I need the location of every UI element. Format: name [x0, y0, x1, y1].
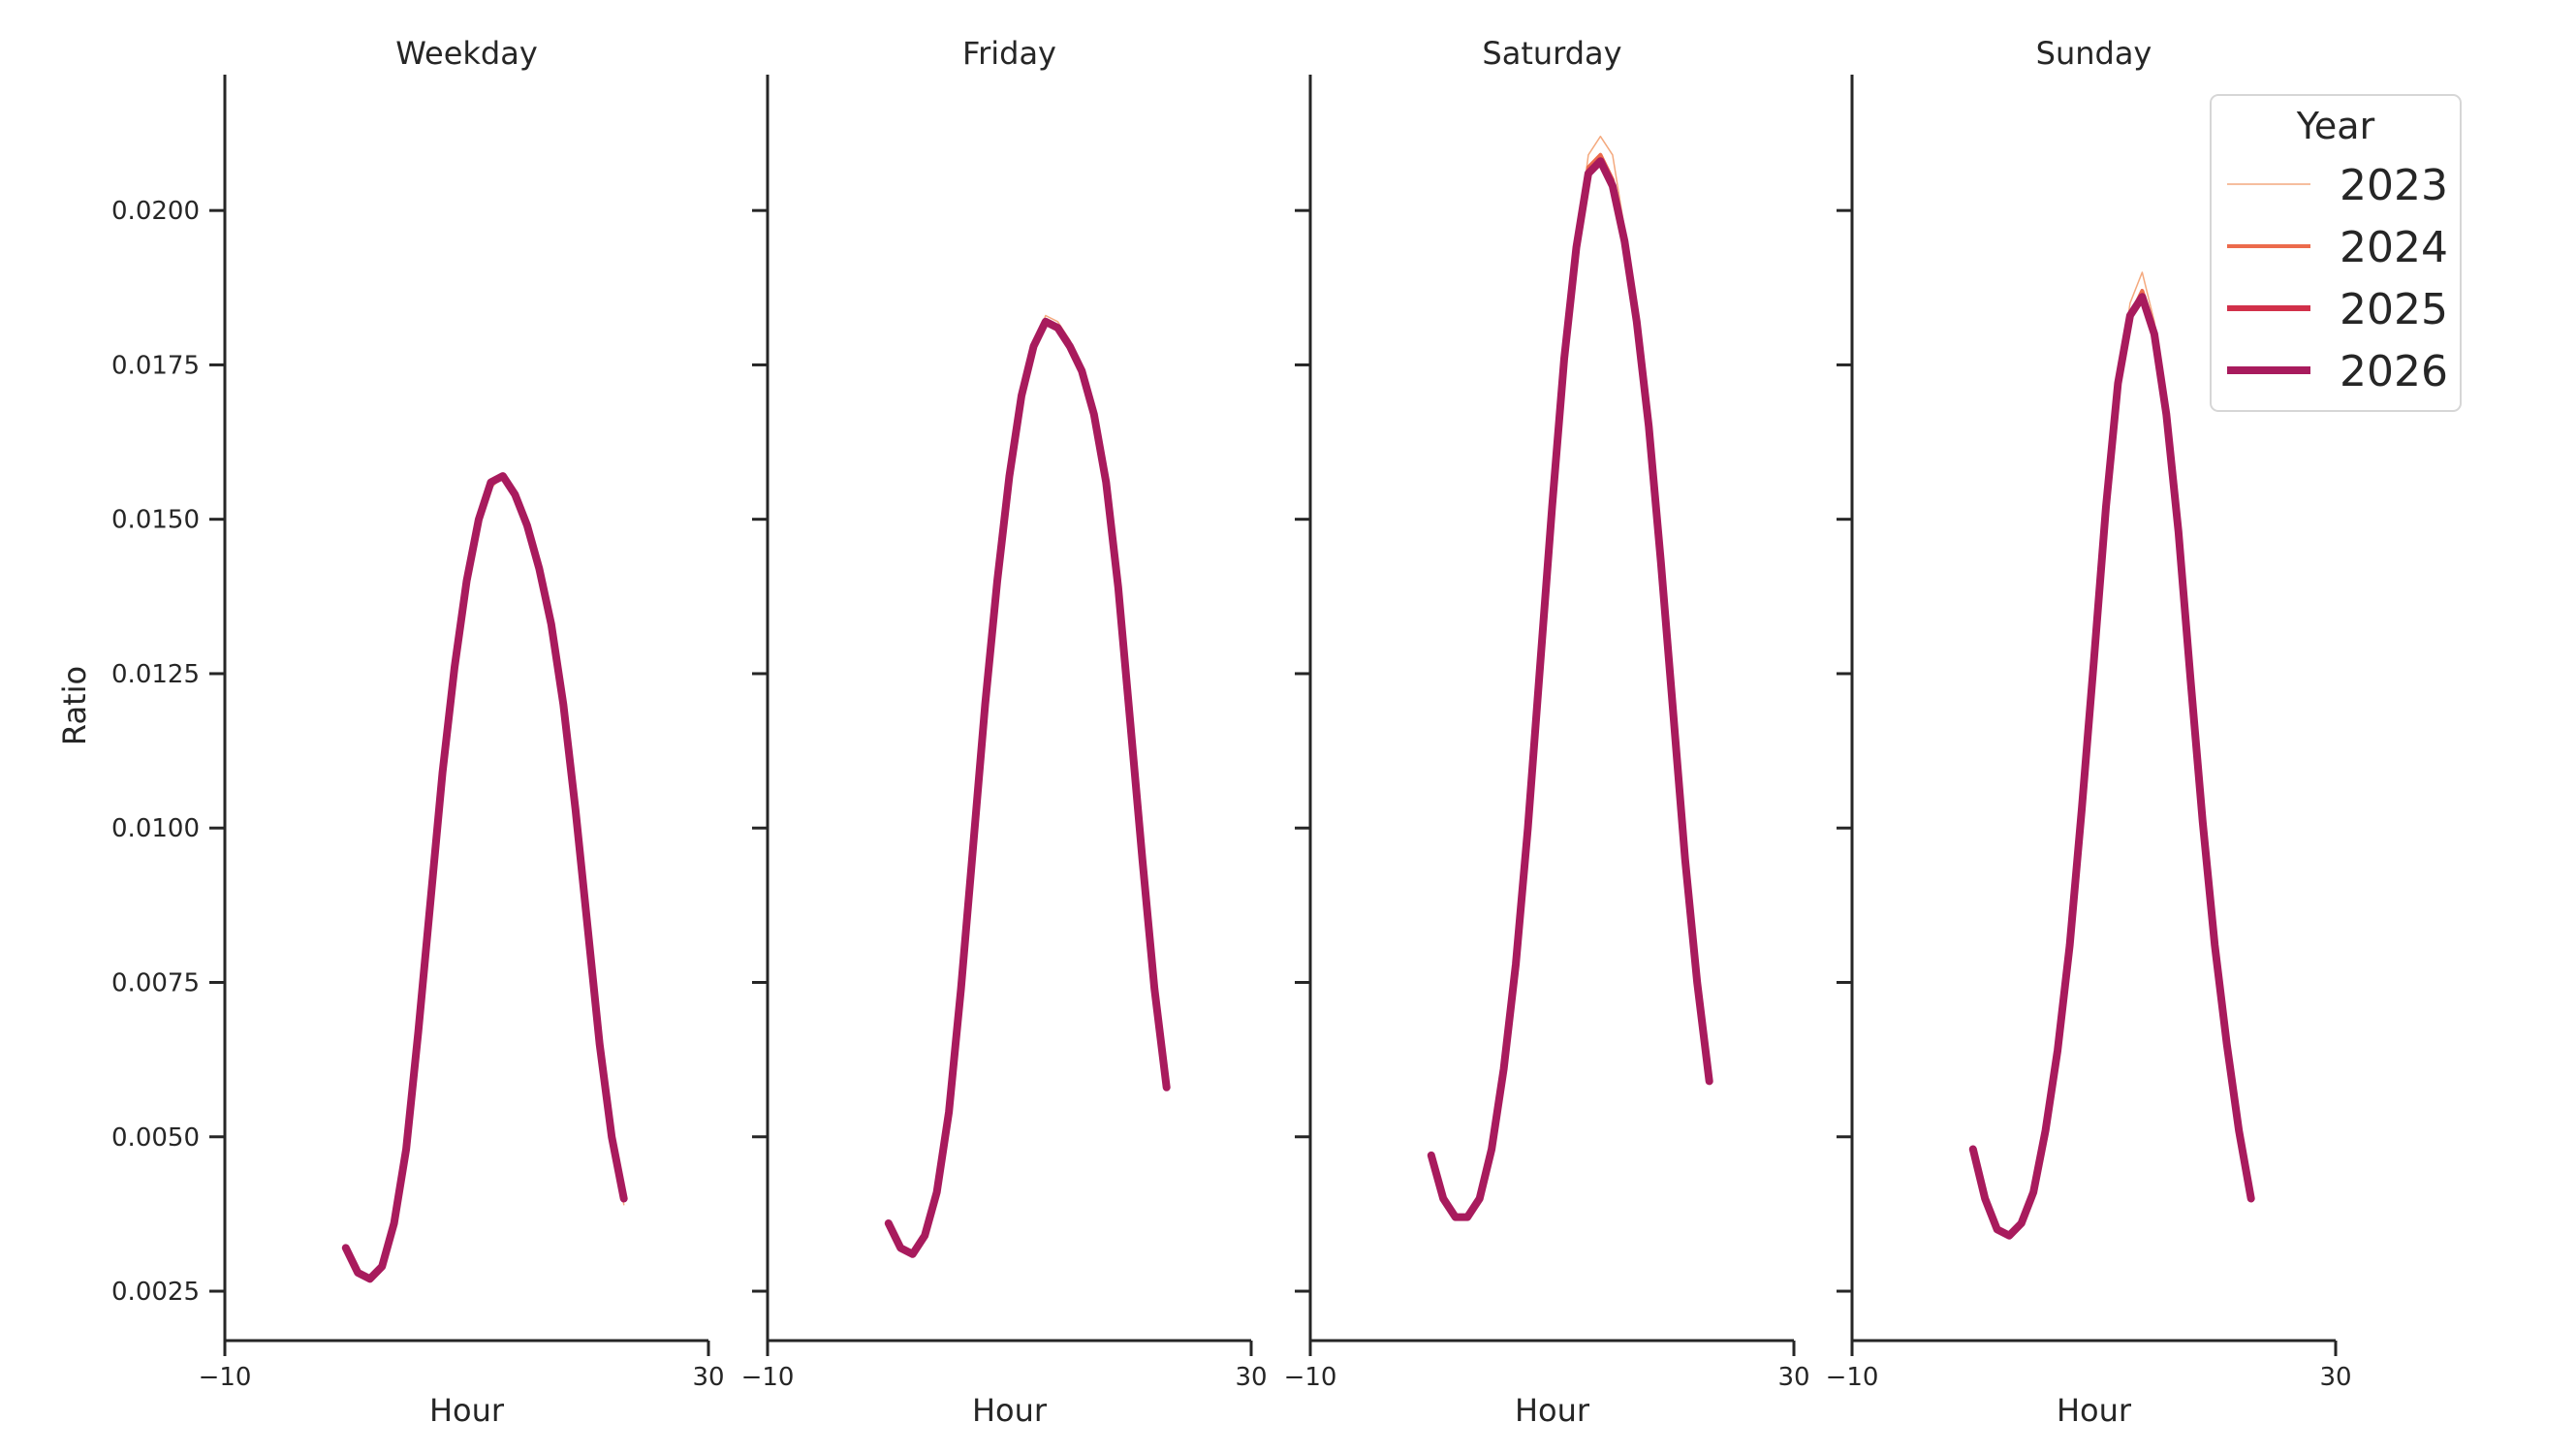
- legend-title: Year: [2296, 105, 2375, 147]
- x-axis-label: Hour: [972, 1392, 1048, 1429]
- x-axis-label: Hour: [1515, 1392, 1590, 1429]
- y-tick-label: 0.0100: [111, 814, 200, 843]
- series-line-2026: [1427, 157, 1713, 1221]
- x-tick-label: −10: [199, 1363, 252, 1392]
- legend-label-2024: 2024: [2340, 223, 2448, 272]
- y-tick-label: 0.0150: [111, 506, 200, 535]
- x-tick-label: 30: [1235, 1363, 1267, 1392]
- panels: Weekday 0.0025 0.0050 0.0075 0.0100 0.0125 0.0…: [111, 35, 2352, 1429]
- y-tick-label: 0.0075: [111, 968, 200, 997]
- legend-label-2026: 2026: [2340, 347, 2448, 396]
- y-tick-label: 0.0025: [111, 1278, 200, 1307]
- legend-label-2023: 2023: [2340, 161, 2448, 210]
- x-tick-label: 30: [692, 1363, 724, 1392]
- y-tick-label: 0.0175: [111, 351, 200, 380]
- series-line-2023: [888, 314, 1168, 1255]
- y-tick-label: 0.0050: [111, 1123, 200, 1153]
- panel-title: Friday: [962, 35, 1056, 72]
- panel-title: Sunday: [2036, 35, 2152, 72]
- x-tick-label: 30: [2319, 1363, 2351, 1392]
- legend-entries: 2023 2024 2025 2026: [2227, 161, 2448, 396]
- panel-weekday: Weekday 0.0025 0.0050 0.0075 0.0100 0.0125 0.0…: [111, 35, 725, 1429]
- legend-label-2025: 2025: [2340, 285, 2448, 334]
- x-axis-label: Hour: [2057, 1392, 2132, 1429]
- series-line-2026: [1968, 293, 2255, 1240]
- legend-frame: [2210, 94, 2462, 412]
- series-line-2025: [885, 318, 1170, 1257]
- y-tick-label: 0.0200: [111, 197, 200, 226]
- x-tick-label: −10: [741, 1363, 795, 1392]
- panel-friday: Friday −10 30 Hour: [741, 35, 1268, 1429]
- series-line-2024: [886, 319, 1169, 1256]
- panel-saturday: Saturday −10 30 Hour: [1284, 35, 1810, 1429]
- panel-sunday: Sunday −10 30 Hour: [1826, 35, 2352, 1429]
- y-axis-label: Ratio: [56, 666, 93, 745]
- x-tick-label: 30: [1777, 1363, 1809, 1392]
- x-tick-label: −10: [1826, 1363, 1879, 1392]
- x-tick-label: −10: [1284, 1363, 1337, 1392]
- legend: Year 2023 2024 2025 2026: [2210, 94, 2462, 412]
- series-line-2026: [884, 317, 1171, 1258]
- series-line-2026: [341, 472, 628, 1283]
- x-axis-label: Hour: [429, 1392, 505, 1429]
- panel-title: Weekday: [395, 35, 538, 72]
- panel-title: Saturday: [1482, 35, 1621, 72]
- y-tick-label: 0.0125: [111, 660, 200, 689]
